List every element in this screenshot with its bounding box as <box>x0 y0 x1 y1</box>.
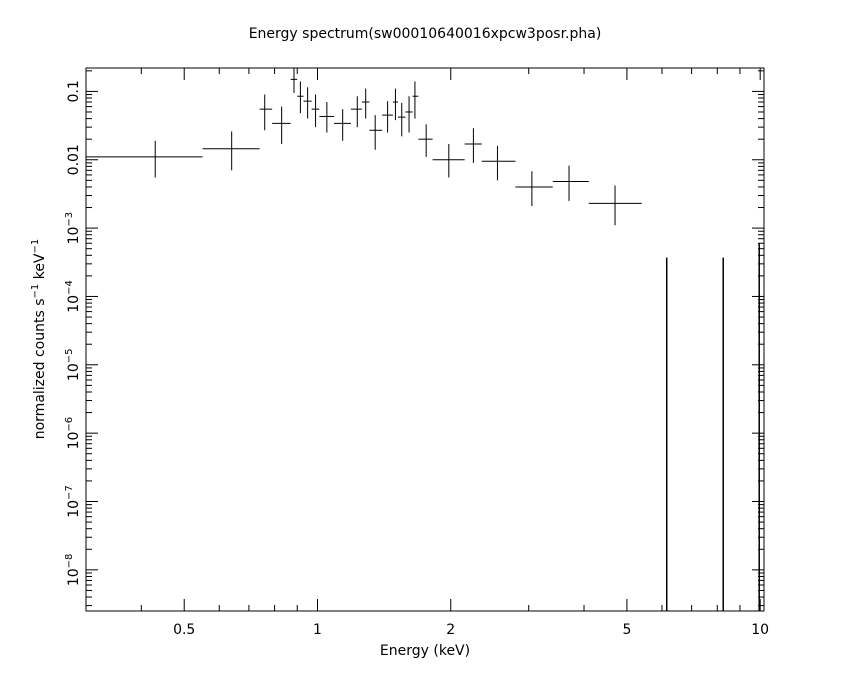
y-tick-label-exp: −7 <box>64 485 75 500</box>
data-point <box>319 101 335 133</box>
y-tick-label-exp: −8 <box>64 554 75 569</box>
x-tick-label: 0.5 <box>173 622 195 638</box>
y-tick-label: 10−5 <box>64 349 82 382</box>
data-point <box>464 128 482 163</box>
y-tick-label: 0.1 <box>66 80 82 102</box>
data-series <box>86 68 642 226</box>
data-point <box>369 115 383 150</box>
data-point <box>350 96 362 128</box>
data-point <box>481 145 516 181</box>
y-axis-ticks <box>86 70 764 607</box>
y-tick-label: 10−7 <box>64 485 82 518</box>
y-tick-label-base: 10 <box>66 363 82 381</box>
data-point <box>311 94 320 128</box>
y-axis-label-main: normalized counts s <box>32 298 48 439</box>
data-point <box>397 102 406 137</box>
y-tick-label-base: 10 <box>66 295 82 313</box>
y-axis-label-mid: keV <box>32 253 48 284</box>
data-point <box>361 88 370 119</box>
y-tick-label: 10−6 <box>64 417 82 450</box>
y-tick-label-exp: −6 <box>64 417 75 432</box>
y-tick-label: 0.01 <box>66 144 82 175</box>
y-tick-label-exp: −5 <box>64 349 75 364</box>
data-point <box>259 94 273 131</box>
data-point <box>202 131 260 171</box>
y-tick-label-base: 10 <box>66 227 82 245</box>
data-point <box>334 109 351 141</box>
x-tick-label: 5 <box>622 622 631 638</box>
plot-frame <box>85 67 765 612</box>
data-point <box>297 81 304 114</box>
y-tick-label: 10−4 <box>64 280 82 313</box>
data-point <box>432 144 465 178</box>
y-tick-label-base: 10 <box>66 432 82 450</box>
data-point <box>272 106 291 145</box>
data-point <box>515 171 553 207</box>
x-tick-label: 1 <box>313 622 322 638</box>
x-axis-tick-labels: 0.5 1 2 5 10 <box>173 622 769 638</box>
data-point <box>552 165 589 201</box>
y-axis-label-sup2: −1 <box>30 239 41 254</box>
x-tick-label: 2 <box>446 622 455 638</box>
data-point <box>303 87 312 119</box>
data-point <box>392 88 398 121</box>
x-axis-label: Energy (keV) <box>380 643 470 659</box>
x-axis-ticks <box>85 68 761 611</box>
y-tick-label-base: 10 <box>66 500 82 518</box>
data-point <box>382 101 393 133</box>
data-point <box>418 124 433 157</box>
data-point <box>86 140 203 178</box>
chart-title: Energy spectrum(sw00010640016xpcw3posr.p… <box>249 26 602 42</box>
y-tick-label-base: 10 <box>66 568 82 586</box>
y-axis-label-sup1: −1 <box>30 284 41 299</box>
y-tick-label-exp: −4 <box>64 280 75 295</box>
y-tick-label: 10−8 <box>64 554 82 587</box>
data-point <box>412 81 419 119</box>
y-tick-label-exp: −3 <box>64 212 75 227</box>
upper-limit-lines <box>665 243 760 611</box>
x-tick-label: 10 <box>751 622 769 638</box>
data-point <box>290 68 298 93</box>
y-tick-label: 10−3 <box>64 212 82 245</box>
y-axis-label: normalized counts s−1 keV−1 <box>30 239 48 440</box>
data-point <box>405 96 413 133</box>
data-point <box>588 185 642 226</box>
